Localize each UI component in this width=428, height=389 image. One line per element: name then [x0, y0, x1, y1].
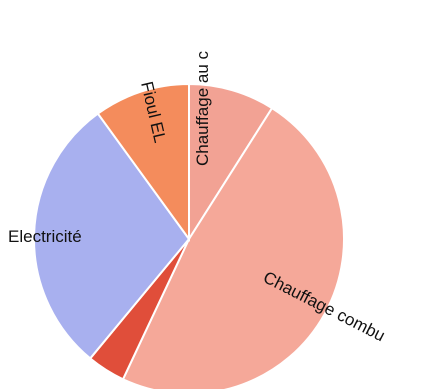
pie-slice-0: [188, 82, 274, 243]
pie-slice-3: [33, 112, 191, 360]
pie-slice-1: [121, 106, 345, 389]
pie-slices: [33, 82, 345, 389]
slice-label-chauffage-au-c: Chauffage au c: [193, 51, 212, 166]
pie-slice-4: [96, 82, 190, 243]
slice-label-electricite: Electricité: [8, 227, 82, 246]
